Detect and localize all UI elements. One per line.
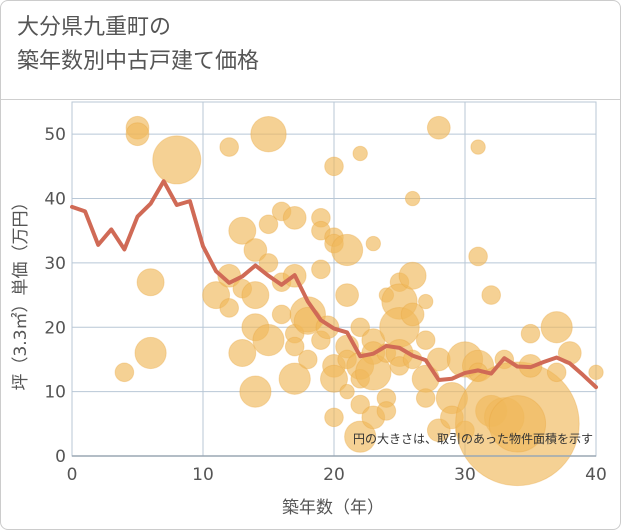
data-bubble	[284, 336, 305, 357]
y-tick-label: 40	[44, 190, 66, 210]
axes-layer: 0 10 20 30 40 0 10 20 30 40 50	[44, 125, 606, 485]
data-bubble	[470, 139, 486, 155]
data-bubble	[588, 364, 604, 381]
data-bubble	[324, 407, 344, 428]
data-bubble	[114, 362, 135, 383]
title-divider	[1, 99, 620, 100]
x-tick-label: 20	[323, 465, 345, 485]
x-tick-label: 10	[192, 465, 214, 485]
y-axis-label: 坪（3.3㎡）単価（万円）	[11, 193, 31, 390]
data-bubble	[400, 302, 425, 327]
data-bubble	[488, 395, 547, 453]
data-bubble	[311, 259, 331, 280]
data-bubble	[468, 246, 488, 267]
data-bubble	[350, 317, 371, 338]
data-bubble	[125, 122, 150, 147]
y-tick-label: 20	[44, 318, 66, 338]
title-line-1: 大分県九重町の	[17, 15, 172, 40]
data-bubble	[219, 298, 239, 318]
bubble-size-note: 円の大きさは、取引のあった物件面積を示す	[353, 431, 593, 446]
bubble-layer	[114, 115, 604, 487]
data-bubble	[136, 268, 165, 297]
data-bubble	[134, 336, 167, 370]
data-bubble	[298, 349, 318, 370]
trend-line-layer	[70, 179, 598, 390]
data-bubble	[243, 238, 268, 262]
data-bubble	[324, 156, 344, 177]
data-bubble	[228, 339, 257, 368]
data-bubble	[352, 145, 368, 162]
data-bubble	[241, 281, 270, 310]
data-bubble	[398, 261, 427, 290]
title-line-2: 築年数別中古戸建て価格	[17, 49, 260, 74]
y-tick-label: 10	[44, 383, 66, 403]
data-bubble	[376, 401, 397, 421]
data-bubble	[258, 214, 279, 235]
data-bubble	[250, 115, 287, 153]
y-tick-label: 30	[44, 254, 66, 274]
data-bubble	[426, 115, 451, 140]
data-bubble	[481, 285, 502, 305]
data-bubble	[252, 324, 285, 357]
data-bubble	[239, 375, 272, 408]
data-bubble	[546, 362, 567, 383]
data-bubble	[415, 388, 436, 408]
data-bubble	[365, 235, 381, 252]
data-bubble	[278, 362, 311, 395]
data-bubble	[418, 293, 434, 310]
data-bubble	[320, 364, 348, 393]
data-bubble	[339, 383, 355, 400]
x-tick-label: 30	[454, 465, 476, 485]
data-bubble	[335, 283, 360, 307]
data-bubble	[228, 216, 257, 245]
y-tick-label: 50	[44, 125, 66, 145]
data-bubble	[344, 420, 377, 453]
data-bubble	[540, 311, 573, 344]
data-bubble	[415, 330, 436, 350]
data-bubble	[404, 190, 421, 207]
x-tick-label: 0	[67, 465, 78, 485]
x-axis-label: 築年数（年）	[282, 498, 384, 518]
chart-title: 大分県九重町の 築年数別中古戸建て価格	[17, 11, 259, 79]
data-bubble	[152, 135, 202, 185]
data-bubble	[271, 304, 292, 325]
data-bubble	[350, 394, 371, 415]
data-bubble	[282, 205, 307, 230]
data-bubble	[520, 323, 541, 344]
data-bubble	[258, 253, 279, 273]
average-price-line	[70, 179, 598, 390]
data-bubble	[331, 233, 364, 267]
data-bubble	[219, 137, 239, 157]
x-tick-label: 40	[585, 465, 607, 485]
y-tick-label: 0	[55, 447, 66, 467]
